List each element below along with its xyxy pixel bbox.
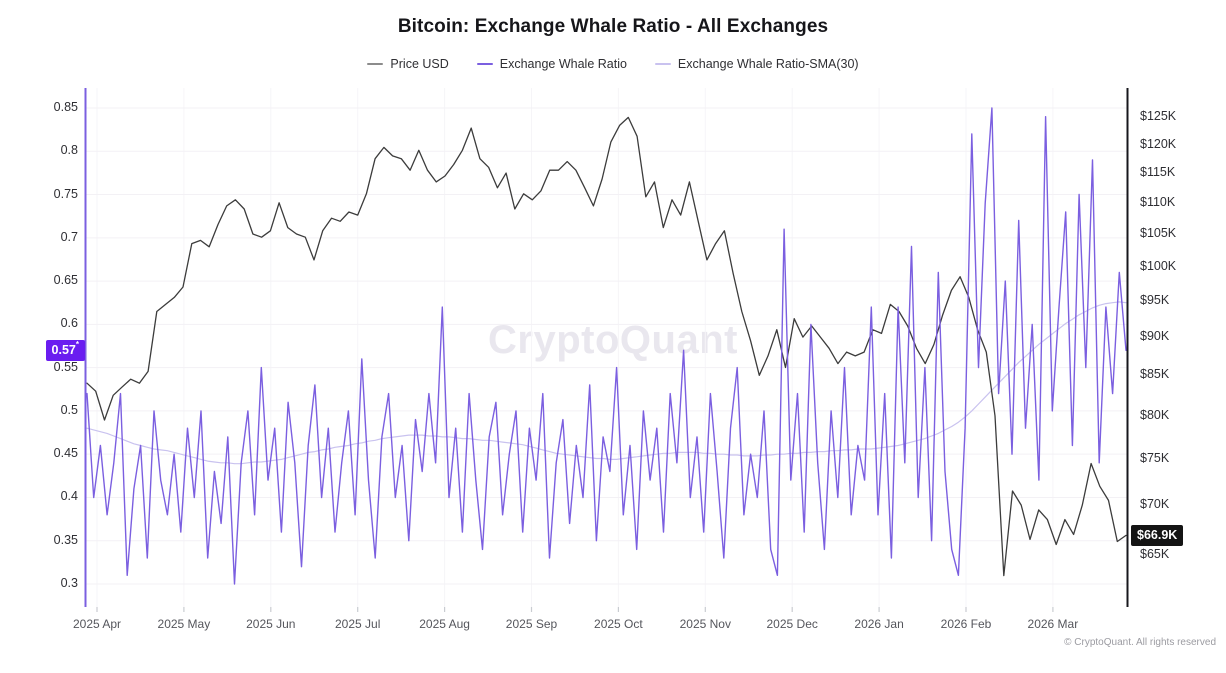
x-axis-month-label: 2025 Apr <box>72 617 122 631</box>
x-axis-month-label: 2025 Jun <box>246 617 296 631</box>
y-axis-right-tick-label: $125K <box>1140 109 1177 124</box>
y-axis-left-tick-label: 0.7 <box>60 229 78 244</box>
y-axis-right-tick-label: $120K <box>1140 136 1177 151</box>
sma-legend-dash-icon <box>654 63 671 65</box>
x-axis-month-label: 2025 Oct <box>594 617 643 631</box>
y-axis-right-tick-label: $95K <box>1140 292 1170 307</box>
y-axis-left-tick-label: 0.55 <box>53 359 78 374</box>
y-axis-left-tick-label: 0.4 <box>60 489 78 504</box>
legend-label: Exchange Whale Ratio-SMA(30) <box>677 57 859 71</box>
current-price-badge: $66.9K <box>1131 524 1184 546</box>
price-legend-dash-icon <box>367 63 384 65</box>
page-title: Bitcoin: Exchange Whale Ratio - All Exch… <box>397 16 829 37</box>
y-axis-right-tick-label: $75K <box>1140 451 1170 465</box>
y-axis-left-tick-label: 0.65 <box>53 273 78 288</box>
sma-line <box>86 301 1127 465</box>
y-axis-right-tick-label: $110K <box>1140 194 1176 209</box>
x-axis-month-label: 2025 Nov <box>679 617 731 631</box>
x-axis-month-label: 2025 Sep <box>505 617 558 631</box>
y-axis-left-tick-label: 0.45 <box>53 446 78 461</box>
y-axis-right-tick-label: $90K <box>1140 329 1170 344</box>
legend-item-exchange-whale-ratio[interactable]: Exchange Whale Ratio <box>476 57 627 71</box>
copyright-text: © CryptoQuant. All rights reserved <box>1064 637 1216 648</box>
x-axis-month-label: 2025 May <box>157 617 211 631</box>
y-axis-left-tick-label: 0.75 <box>53 186 78 201</box>
legend-item-whale-ratio-sma30[interactable]: Exchange Whale Ratio-SMA(30) <box>654 57 859 71</box>
y-axis-right-tick-label: $85K <box>1140 367 1170 382</box>
whale-ratio-line <box>86 107 1127 585</box>
y-axis-right-tick-label: $105K <box>1140 225 1177 240</box>
x-axis-month-label: 2025 Aug <box>419 617 470 631</box>
whale-ratio-legend-dash-icon <box>476 63 493 65</box>
legend-label: Exchange Whale Ratio <box>499 57 627 71</box>
y-axis-right-tick-label: $100K <box>1140 258 1177 273</box>
current-ratio-badge: 0.57* <box>45 339 85 361</box>
y-axis-right-tick-label: $70K <box>1140 497 1170 512</box>
x-axis-month-label: 2026 Jan <box>854 617 904 631</box>
y-axis-left-tick-label: 0.6 <box>60 316 78 331</box>
y-axis-right-tick-label: $115K <box>1140 165 1176 180</box>
y-axis-right-tick-label: $80K <box>1140 407 1170 422</box>
y-axis-left-tick-label: 0.3 <box>60 575 78 590</box>
price-line <box>86 116 1127 577</box>
chart-legend: Price USD Exchange Whale Ratio Exchange … <box>0 57 1226 71</box>
x-axis-month-label: 2026 Mar <box>1027 617 1079 631</box>
y-axis-left-tick-label: 0.85 <box>53 100 78 114</box>
x-axis-month-label: 2026 Feb <box>940 617 992 631</box>
x-axis-month-label: 2025 Dec <box>766 617 818 631</box>
legend-label: Price USD <box>390 57 449 71</box>
legend-item-price-usd[interactable]: Price USD <box>367 57 449 71</box>
y-axis-left-tick-label: 0.5 <box>60 402 78 417</box>
y-axis-right-tick-label: $65K <box>1140 546 1170 561</box>
y-axis-left-tick-label: 0.35 <box>53 532 78 547</box>
y-axis-left-tick-label: 0.8 <box>60 143 78 158</box>
x-axis-month-label: 2025 Jul <box>335 617 381 631</box>
